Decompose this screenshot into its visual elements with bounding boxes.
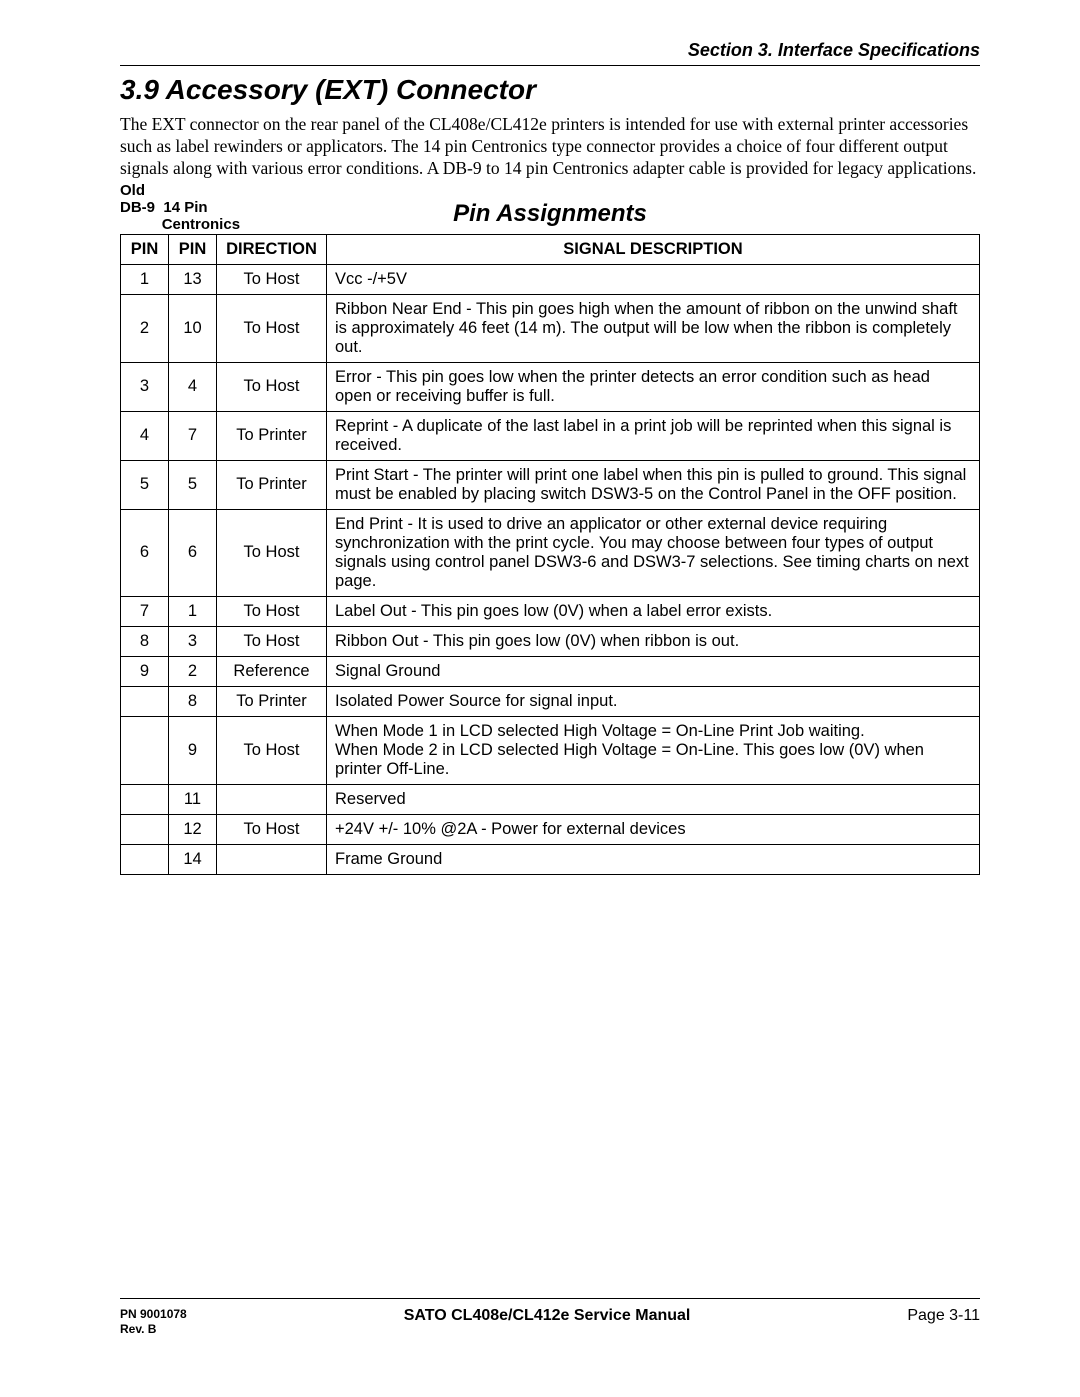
table-cell: To Printer	[217, 460, 327, 509]
table-cell	[121, 716, 169, 784]
table-row: 8To PrinterIsolated Power Source for sig…	[121, 686, 980, 716]
footer-left: PN 9001078 Rev. B	[120, 1307, 187, 1337]
table-cell: Label Out - This pin goes low (0V) when …	[327, 596, 980, 626]
table-cell: Signal Ground	[327, 656, 980, 686]
page-heading: 3.9 Accessory (EXT) Connector	[120, 74, 980, 106]
table-cell: 2	[121, 294, 169, 362]
table-cell: 9	[121, 656, 169, 686]
table-cell	[121, 844, 169, 874]
table-cell: Print Start - The printer will print one…	[327, 460, 980, 509]
table-cell: End Print - It is used to drive an appli…	[327, 509, 980, 596]
table-cell: 1	[169, 596, 217, 626]
table-cell: 1	[121, 264, 169, 294]
intro-paragraph: The EXT connector on the rear panel of t…	[120, 114, 980, 180]
table-cell: To Printer	[217, 686, 327, 716]
table-caption: Pin Assignments	[120, 190, 980, 234]
table-cell: Ribbon Near End - This pin goes high whe…	[327, 294, 980, 362]
table-row: 47To PrinterReprint - A duplicate of the…	[121, 411, 980, 460]
table-cell: To Host	[217, 509, 327, 596]
table-cell: 7	[121, 596, 169, 626]
table-cell: 2	[169, 656, 217, 686]
table-row: 14 Frame Ground	[121, 844, 980, 874]
table-cell: To Printer	[217, 411, 327, 460]
table-cell: To Host	[217, 264, 327, 294]
table-cell: 6	[169, 509, 217, 596]
pin-assignment-table: PIN PIN DIRECTION SIGNAL DESCRIPTION 113…	[120, 234, 980, 875]
table-row: 12To Host+24V +/- 10% @2A - Power for ex…	[121, 814, 980, 844]
table-cell: Isolated Power Source for signal input.	[327, 686, 980, 716]
table-cell: 13	[169, 264, 217, 294]
table-cell	[121, 784, 169, 814]
table-cell: To Host	[217, 626, 327, 656]
section-header: Section 3. Interface Specifications	[120, 40, 980, 65]
table-cell: 8	[121, 626, 169, 656]
table-cell: Reference	[217, 656, 327, 686]
table-row: 55To PrinterPrint Start - The printer wi…	[121, 460, 980, 509]
table-cell: 4	[169, 362, 217, 411]
table-cell: 14	[169, 844, 217, 874]
table-row: 113To HostVcc -/+5V	[121, 264, 980, 294]
table-cell: To Host	[217, 814, 327, 844]
table-cell: To Host	[217, 294, 327, 362]
table-left-heading: Old DB-9 14 Pin Centronics	[120, 182, 240, 234]
table-cell: When Mode 1 in LCD selected High Voltage…	[327, 716, 980, 784]
table-cell	[217, 784, 327, 814]
table-cell: To Host	[217, 362, 327, 411]
table-cell	[121, 686, 169, 716]
table-cell: Reserved	[327, 784, 980, 814]
table-row: 83To HostRibbon Out - This pin goes low …	[121, 626, 980, 656]
table-cell: To Host	[217, 716, 327, 784]
table-cell: 3	[121, 362, 169, 411]
table-cell: 5	[121, 460, 169, 509]
table-cell: 7	[169, 411, 217, 460]
table-row: 210To HostRibbon Near End - This pin goe…	[121, 294, 980, 362]
table-cell: 12	[169, 814, 217, 844]
footer-page: Page 3-11	[907, 1307, 980, 1325]
table-cell: Ribbon Out - This pin goes low (0V) when…	[327, 626, 980, 656]
table-cell	[121, 814, 169, 844]
table-cell: Error - This pin goes low when the print…	[327, 362, 980, 411]
table-row: 9To HostWhen Mode 1 in LCD selected High…	[121, 716, 980, 784]
table-cell: 8	[169, 686, 217, 716]
col-description: SIGNAL DESCRIPTION	[327, 234, 980, 264]
table-header-row: PIN PIN DIRECTION SIGNAL DESCRIPTION	[121, 234, 980, 264]
table-row: 71To HostLabel Out - This pin goes low (…	[121, 596, 980, 626]
table-cell: 4	[121, 411, 169, 460]
table-cell: Frame Ground	[327, 844, 980, 874]
col-direction: DIRECTION	[217, 234, 327, 264]
col-pin2: PIN	[169, 234, 217, 264]
table-cell: 11	[169, 784, 217, 814]
footer-center: SATO CL408e/CL412e Service Manual	[187, 1307, 908, 1325]
table-cell: Reprint - A duplicate of the last label …	[327, 411, 980, 460]
table-cell: 9	[169, 716, 217, 784]
table-cell: To Host	[217, 596, 327, 626]
table-cell: 6	[121, 509, 169, 596]
table-cell: 10	[169, 294, 217, 362]
table-cell	[217, 844, 327, 874]
table-row: 34To HostError - This pin goes low when …	[121, 362, 980, 411]
col-pin1: PIN	[121, 234, 169, 264]
page-footer: PN 9001078 Rev. B SATO CL408e/CL412e Ser…	[120, 1298, 980, 1337]
table-cell: +24V +/- 10% @2A - Power for external de…	[327, 814, 980, 844]
table-row: 11 Reserved	[121, 784, 980, 814]
table-cell: Vcc -/+5V	[327, 264, 980, 294]
table-row: 66To HostEnd Print - It is used to drive…	[121, 509, 980, 596]
table-cell: 5	[169, 460, 217, 509]
table-row: 92ReferenceSignal Ground	[121, 656, 980, 686]
table-cell: 3	[169, 626, 217, 656]
